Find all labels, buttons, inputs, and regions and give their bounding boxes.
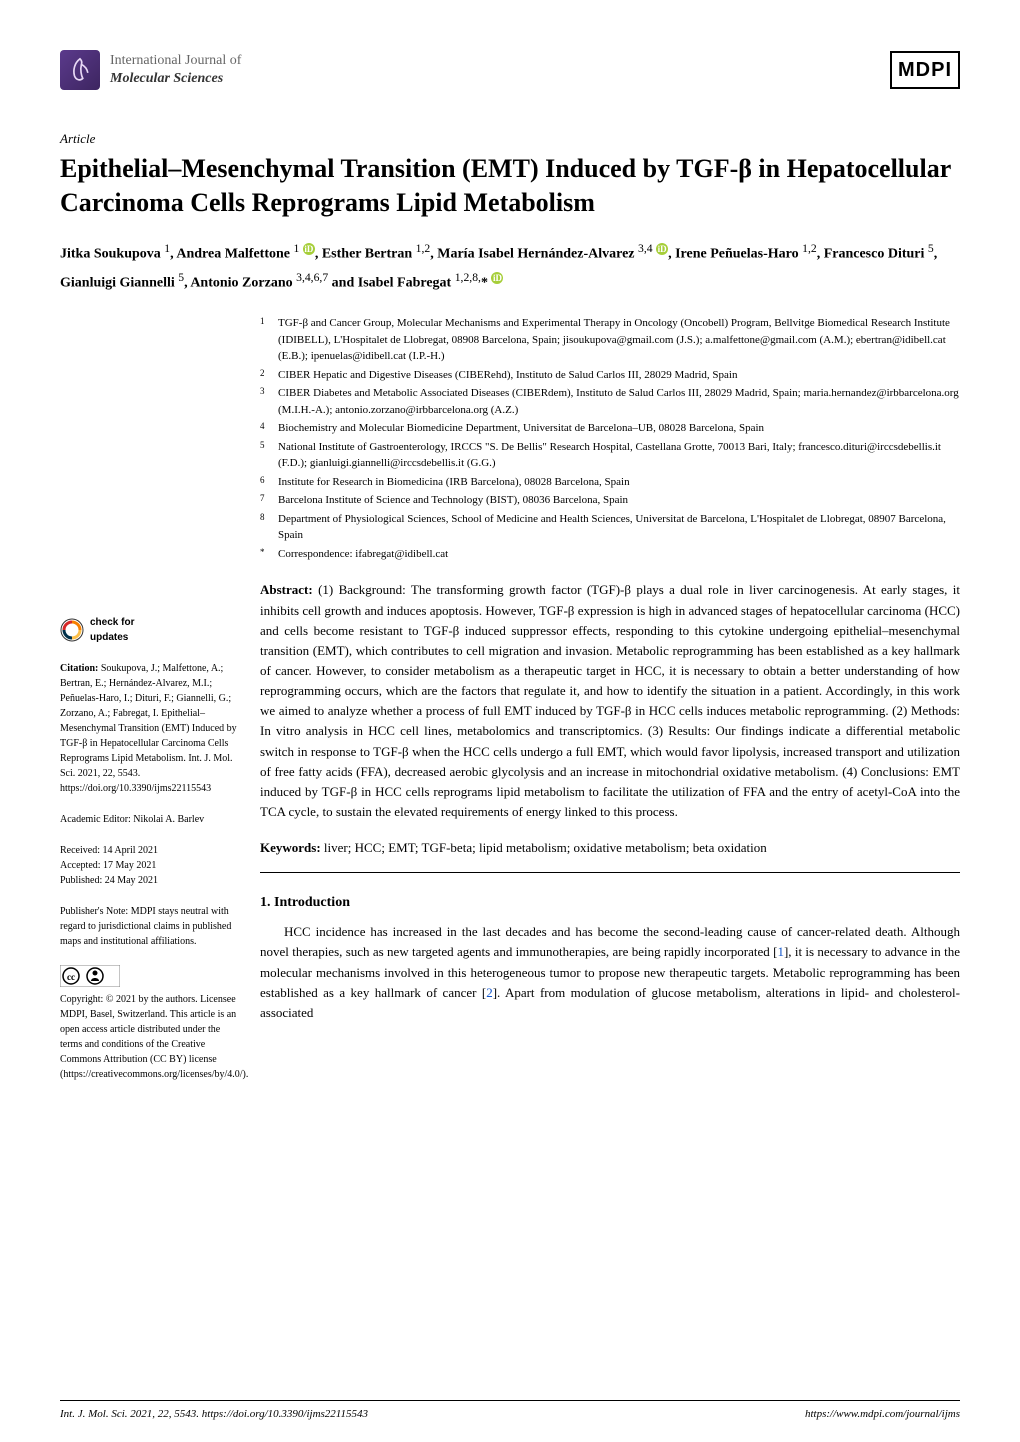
- affiliation-number: 1: [260, 315, 278, 365]
- orcid-icon: iD: [303, 243, 315, 255]
- orcid-icon: iD: [491, 272, 503, 284]
- affiliation-text: National Institute of Gastroenterology, …: [278, 439, 960, 472]
- orcid-icon: iD: [656, 243, 668, 255]
- citation-label: Citation:: [60, 663, 98, 674]
- page-footer: Int. J. Mol. Sci. 2021, 22, 5543. https:…: [60, 1400, 960, 1422]
- keywords-text: liver; HCC; EMT; TGF-beta; lipid metabol…: [321, 840, 767, 855]
- affiliation-number: 8: [260, 511, 278, 544]
- mdpi-logo: MDPI: [890, 51, 960, 89]
- affiliation-text: Barcelona Institute of Science and Techn…: [278, 492, 960, 509]
- affiliation-text: Biochemistry and Molecular Biomedicine D…: [278, 420, 960, 437]
- received-date: Received: 14 April 2021: [60, 843, 240, 858]
- authors-list: Jitka Soukupova 1, Andrea Malfettone 1 i…: [60, 238, 960, 296]
- abstract-label: Abstract:: [260, 582, 313, 597]
- affiliation-row: 5National Institute of Gastroenterology,…: [260, 439, 960, 472]
- affiliation-text: TGF-β and Cancer Group, Molecular Mechan…: [278, 315, 960, 365]
- svg-text:cc: cc: [67, 972, 75, 982]
- check-updates-icon: [60, 618, 84, 642]
- affiliation-number: 5: [260, 439, 278, 472]
- keywords: Keywords: liver; HCC; EMT; TGF-beta; lip…: [260, 838, 960, 873]
- editor-block: Academic Editor: Nikolai A. Barlev: [60, 812, 240, 827]
- affiliation-text: Institute for Research in Biomedicina (I…: [278, 474, 960, 491]
- affiliation-number: 7: [260, 492, 278, 509]
- affiliation-row: 4Biochemistry and Molecular Biomedicine …: [260, 420, 960, 437]
- affiliation-row: *Correspondence: ifabregat@idibell.cat: [260, 546, 960, 563]
- abstract-text: (1) Background: The transforming growth …: [260, 582, 960, 819]
- article-title: Epithelial–Mesenchymal Transition (EMT) …: [60, 152, 960, 220]
- dates-block: Received: 14 April 2021 Accepted: 17 May…: [60, 843, 240, 888]
- journal-name-line2: Molecular Sciences: [110, 70, 241, 88]
- journal-name-line1: International Journal of: [110, 52, 241, 70]
- affiliation-row: 6Institute for Research in Biomedicina (…: [260, 474, 960, 491]
- publisher-note-label: Publisher's Note:: [60, 906, 128, 917]
- affiliation-text: CIBER Hepatic and Digestive Diseases (CI…: [278, 367, 960, 384]
- journal-brand: International Journal of Molecular Scien…: [60, 50, 241, 90]
- affiliation-row: 1TGF-β and Cancer Group, Molecular Mecha…: [260, 315, 960, 365]
- section-heading: 1. Introduction: [260, 893, 960, 913]
- affiliation-number: 2: [260, 367, 278, 384]
- check-updates-badge[interactable]: check forupdates: [60, 615, 240, 645]
- affiliation-text: Correspondence: ifabregat@idibell.cat: [278, 546, 960, 563]
- citation-block: Citation: Soukupova, J.; Malfettone, A.;…: [60, 661, 240, 796]
- affiliation-number: 3: [260, 385, 278, 418]
- affiliation-number: *: [260, 546, 278, 563]
- abstract: Abstract: (1) Background: The transformi…: [260, 580, 960, 822]
- copyright-label: Copyright:: [60, 994, 103, 1005]
- ref-link-1[interactable]: 1: [777, 944, 784, 959]
- citation-text: Soukupova, J.; Malfettone, A.; Bertran, …: [60, 663, 237, 794]
- intro-paragraph: HCC incidence has increased in the last …: [260, 922, 960, 1023]
- sidebar: check forupdates Citation: Soukupova, J.…: [60, 315, 240, 1094]
- cc-icon: cc: [60, 965, 240, 992]
- affiliation-row: 2CIBER Hepatic and Digestive Diseases (C…: [260, 367, 960, 384]
- affiliation-row: 7Barcelona Institute of Science and Tech…: [260, 492, 960, 509]
- accepted-date: Accepted: 17 May 2021: [60, 858, 240, 873]
- keywords-label: Keywords:: [260, 840, 321, 855]
- ref-link-2[interactable]: 2: [486, 985, 493, 1000]
- footer-left: Int. J. Mol. Sci. 2021, 22, 5543. https:…: [60, 1407, 368, 1422]
- affiliation-row: 8Department of Physiological Sciences, S…: [260, 511, 960, 544]
- published-date: Published: 24 May 2021: [60, 873, 240, 888]
- journal-logo-icon: [60, 50, 100, 90]
- affiliation-text: CIBER Diabetes and Metabolic Associated …: [278, 385, 960, 418]
- journal-name: International Journal of Molecular Scien…: [110, 52, 241, 88]
- check-updates-text: check forupdates: [90, 615, 134, 645]
- affiliations: 1TGF-β and Cancer Group, Molecular Mecha…: [260, 315, 960, 562]
- main-column: 1TGF-β and Cancer Group, Molecular Mecha…: [260, 315, 960, 1094]
- license-block: cc Copyright: © 2021 by the authors. Lic…: [60, 965, 240, 1082]
- article-type: Article: [60, 130, 960, 148]
- affiliation-text: Department of Physiological Sciences, Sc…: [278, 511, 960, 544]
- affiliation-number: 4: [260, 420, 278, 437]
- header: International Journal of Molecular Scien…: [60, 50, 960, 90]
- copyright-text: © 2021 by the authors. Licensee MDPI, Ba…: [60, 994, 248, 1080]
- affiliation-row: 3CIBER Diabetes and Metabolic Associated…: [260, 385, 960, 418]
- footer-right[interactable]: https://www.mdpi.com/journal/ijms: [805, 1407, 960, 1422]
- affiliation-number: 6: [260, 474, 278, 491]
- publisher-note: Publisher's Note: MDPI stays neutral wit…: [60, 904, 240, 949]
